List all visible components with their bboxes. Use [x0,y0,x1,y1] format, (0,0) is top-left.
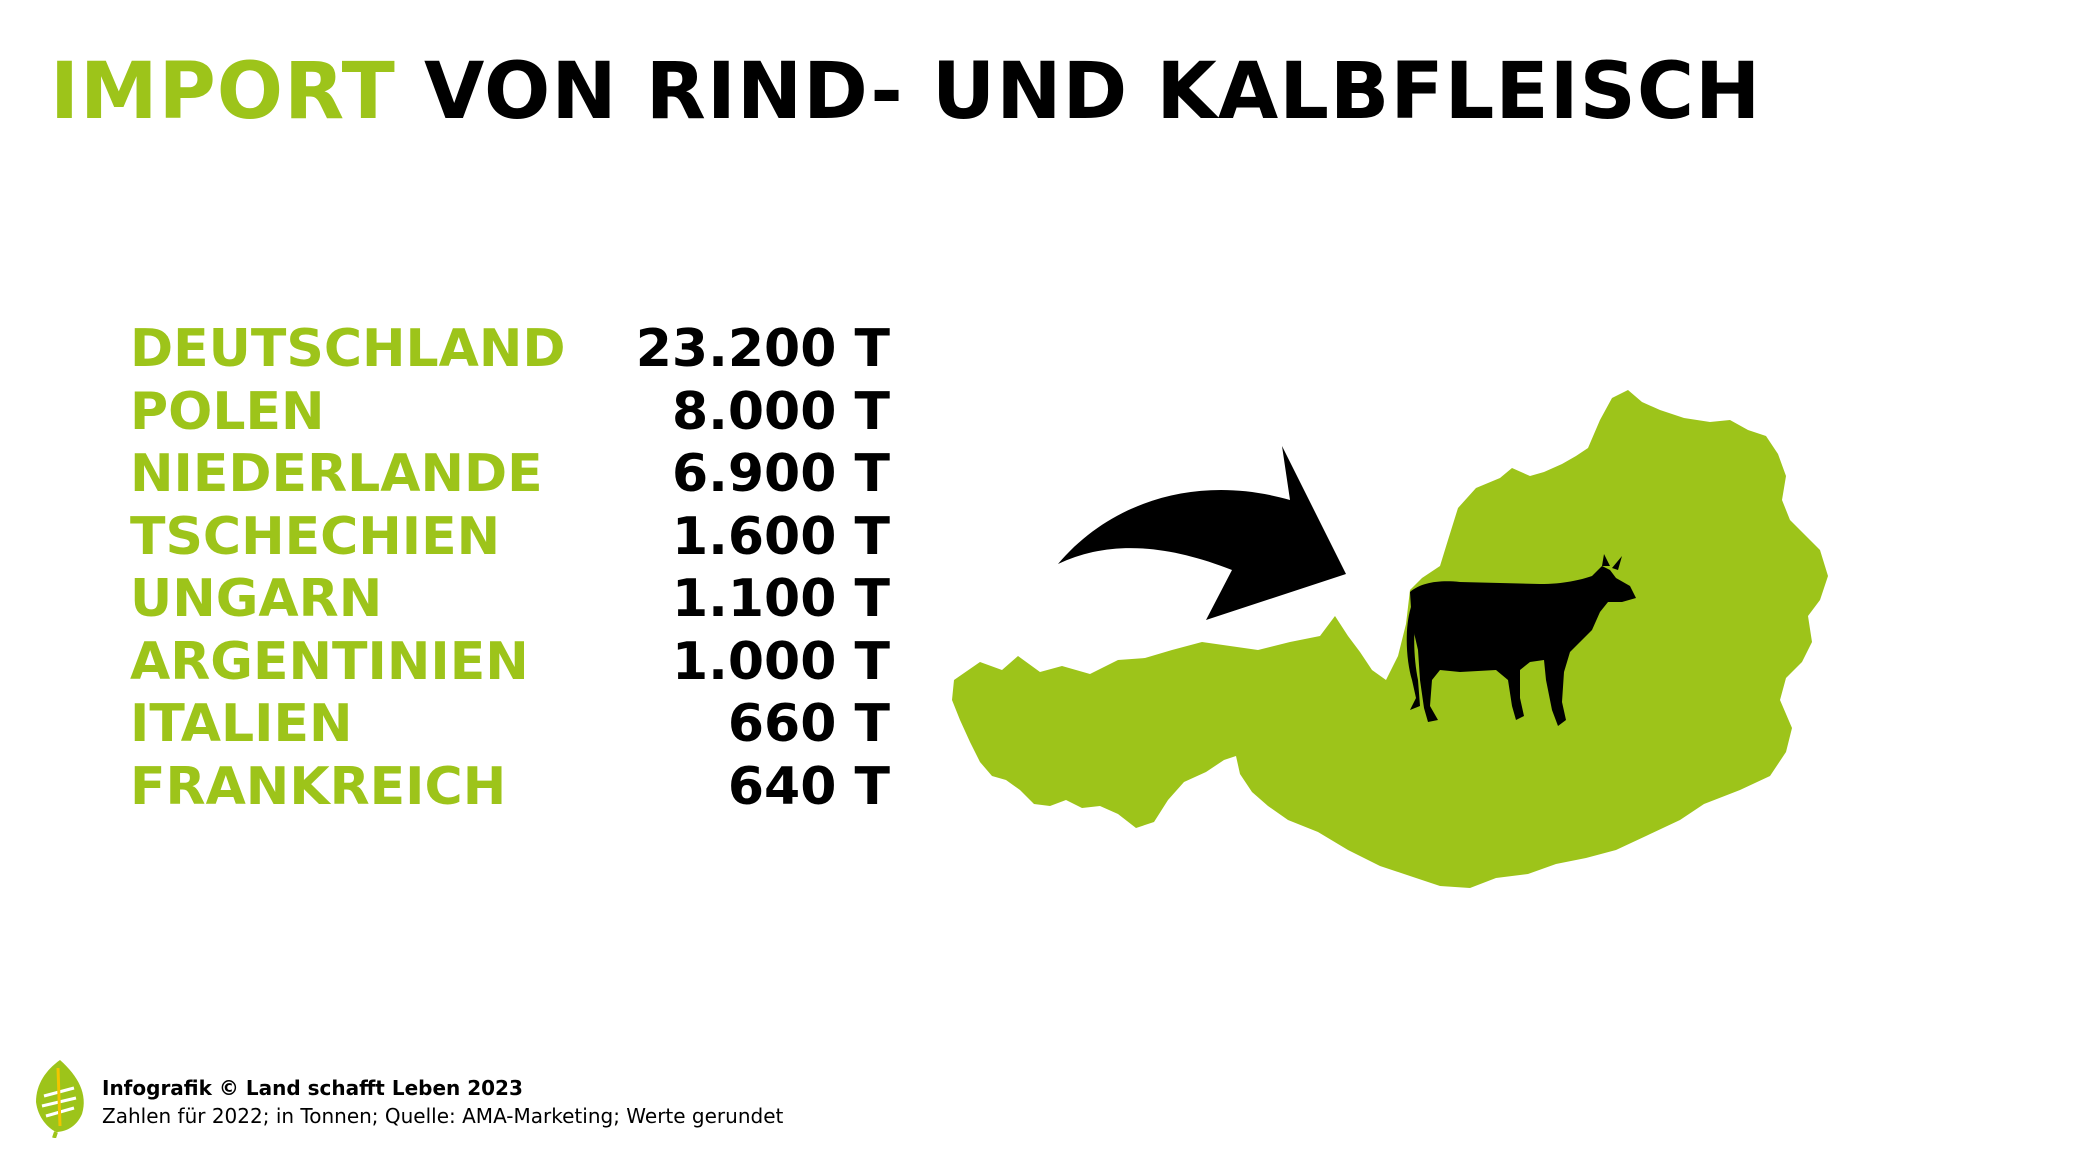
country-label: NIEDERLANDE [130,444,543,504]
table-row: ARGENTINIEN 1.000 T [130,631,890,694]
amount-label: 23.200 T [635,319,890,379]
import-table: DEUTSCHLAND 23.200 T POLEN 8.000 T NIEDERLAN… [130,318,890,818]
austria-map-icon [952,390,1828,888]
amount-label: 1.600 T [671,506,890,567]
footer-credit: Infografik © Land schafft Leben 2023 [102,1076,523,1100]
leaf-logo-icon [36,1060,84,1138]
table-row: FRANKREICH 640 T [130,756,890,819]
amount-label: 640 T [727,756,890,817]
country-label: FRANKREICH [130,756,507,817]
title-accent: IMPORT [50,47,396,137]
cow-icon [1406,554,1636,726]
table-row: POLEN 8.000 T [130,381,890,444]
country-label: POLEN [130,381,325,442]
amount-label: 1.000 T [671,631,890,692]
footer: Infografik © Land schafft Leben 2023 Zah… [30,1058,930,1148]
austria-map-illustration [952,390,1828,888]
table-row: DEUTSCHLAND 23.200 T [130,318,890,381]
amount-label: 8.000 T [671,381,890,442]
country-label: TSCHECHIEN [130,506,501,567]
table-row: TSCHECHIEN 1.600 T [130,506,890,569]
amount-label: 6.900 T [671,444,890,504]
country-label: DEUTSCHLAND [130,319,566,379]
title-rest: VON RIND- UND KALBFLEISCH [424,47,1762,137]
page-title: IMPORT VON RIND- UND KALBFLEISCH [50,42,1761,142]
amount-label: 1.100 T [671,569,890,629]
table-row: NIEDERLANDE 6.900 T [130,443,890,506]
country-label: UNGARN [130,569,383,629]
table-row: ITALIEN 660 T [130,693,890,756]
footer-note: Zahlen für 2022; in Tonnen; Quelle: AMA-… [102,1104,784,1128]
table-row: UNGARN 1.100 T [130,568,890,631]
country-label: ARGENTINIEN [130,631,529,692]
amount-label: 660 T [727,694,890,754]
curved-arrow-icon [1058,446,1346,620]
country-label: ITALIEN [130,694,353,754]
